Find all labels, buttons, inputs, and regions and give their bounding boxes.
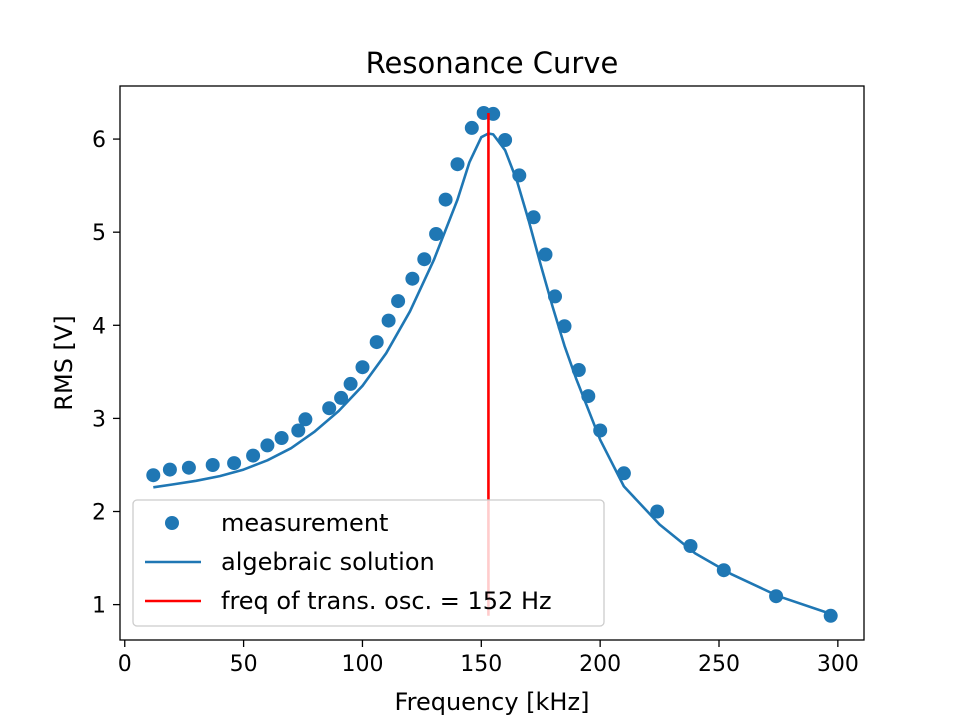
- measurement-point: [683, 539, 698, 553]
- x-tick-label: 250: [698, 652, 740, 677]
- measurement-point: [260, 438, 275, 453]
- y-axis: 1 2 3 4 5 6: [92, 128, 120, 619]
- measurement-point: [291, 423, 306, 438]
- measurement-point: [146, 468, 161, 483]
- x-axis-label: Frequency [kHz]: [395, 688, 590, 716]
- legend-label-transient-frequency: freq of trans. osc. = 152 Hz: [221, 587, 552, 615]
- x-tick-label: 100: [341, 652, 383, 677]
- measurement-point: [464, 120, 479, 135]
- measurement-point: [581, 389, 596, 404]
- measurement-point: [369, 335, 384, 350]
- measurement-point: [512, 168, 527, 183]
- measurement-point: [334, 390, 349, 405]
- y-tick-label: 6: [92, 128, 106, 153]
- measurement-point: [438, 192, 453, 207]
- y-tick-label: 1: [92, 594, 106, 619]
- measurement-point: [246, 448, 261, 463]
- measurement-point: [205, 458, 220, 472]
- measurement-point: [571, 363, 586, 377]
- measurement-point: [450, 157, 465, 172]
- legend-label-measurement: measurement: [221, 509, 388, 537]
- legend-box: [132, 499, 605, 627]
- axes-frame: [119, 85, 865, 641]
- chart-title: Resonance Curve: [366, 46, 619, 80]
- measurement-point: [557, 319, 572, 334]
- measurement-point: [298, 412, 313, 427]
- plot-area: [146, 106, 838, 623]
- legend-label-algebraic-solution: algebraic solution: [221, 548, 435, 576]
- measurement-point: [343, 376, 358, 391]
- x-tick-label: 0: [118, 652, 132, 677]
- measurement-point: [769, 589, 784, 604]
- measurement-point: [823, 608, 838, 623]
- measurement-point: [322, 401, 337, 416]
- measurement-point: [429, 227, 444, 241]
- measurement-point: [548, 289, 562, 304]
- x-tick-label: 300: [817, 652, 859, 677]
- measurement-point: [274, 431, 289, 445]
- measurement-point: [593, 423, 608, 438]
- y-tick-label: 3: [92, 407, 106, 432]
- measurement-point: [355, 360, 370, 375]
- x-tick-label: 150: [460, 652, 502, 677]
- measurement-point: [538, 247, 553, 262]
- measurement-point: [227, 456, 242, 471]
- y-tick-label: 4: [92, 314, 106, 339]
- measurement-point: [498, 133, 513, 147]
- x-tick-label: 50: [230, 652, 258, 677]
- measurement-point: [716, 563, 731, 578]
- legend-marker-measurement: [165, 516, 179, 530]
- measurement-point: [650, 504, 665, 519]
- y-tick-label: 5: [92, 221, 106, 246]
- measurement-point: [616, 466, 631, 481]
- x-axis: 0 50 100 150 200 250 300: [118, 640, 859, 677]
- measurement-point: [162, 462, 177, 477]
- measurement-point: [391, 294, 406, 309]
- measurement-point: [526, 210, 541, 225]
- measurement-point: [405, 271, 420, 286]
- legend: measurement algebraic solution freq of t…: [132, 499, 605, 627]
- measurement-point: [181, 460, 196, 475]
- y-tick-label: 2: [92, 501, 106, 526]
- x-tick-label: 200: [579, 652, 621, 677]
- y-axis-label: RMS [V]: [50, 315, 78, 410]
- measurement-point: [381, 313, 396, 328]
- measurement-point: [417, 252, 432, 267]
